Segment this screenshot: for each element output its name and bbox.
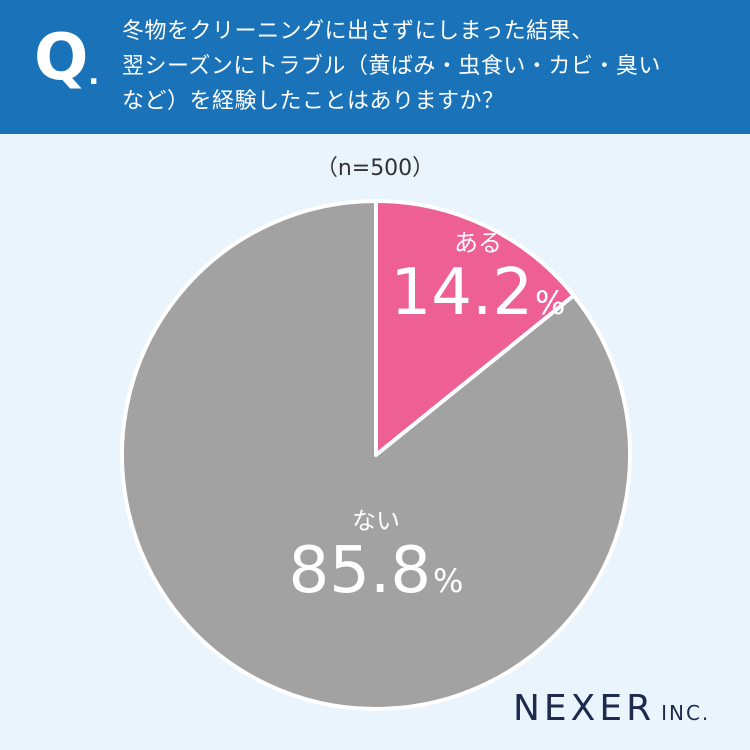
pie-slice-aru xyxy=(374,199,576,457)
slice-label-nai: ない 85.8% xyxy=(276,506,476,606)
q-mark: Q xyxy=(34,21,89,95)
slice-label-aru: ある 14.2% xyxy=(378,228,578,328)
slice-name-nai: ない xyxy=(352,507,400,535)
slice-unit-nai: % xyxy=(433,562,464,600)
slice-value-nai: 85.8 xyxy=(288,534,432,608)
slice-value-aru: 14.2 xyxy=(390,256,534,330)
logo-main: NEXER xyxy=(513,688,656,729)
question-text: 冬物をクリーニングに出さずにしまった結果、 翌シーズンにトラブル（黄ばみ・虫食い… xyxy=(122,19,661,114)
pie-slice-nai xyxy=(120,199,632,711)
slice-name-aru: ある xyxy=(454,229,502,257)
question-header: Q . 冬物をクリーニングに出さずにしまった結果、 翌シーズンにトラブル（黄ばみ… xyxy=(0,0,750,134)
slice-unit-aru: % xyxy=(535,284,566,322)
nexer-logo: NEXER INC. xyxy=(513,688,710,729)
sample-size: （n=500） xyxy=(315,156,435,181)
logo-sub: INC. xyxy=(661,701,711,725)
